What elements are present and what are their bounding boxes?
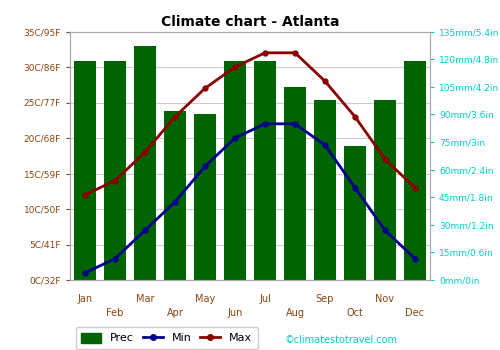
Bar <box>164 111 186 280</box>
Text: Oct: Oct <box>346 308 364 318</box>
Bar <box>224 61 246 280</box>
Bar <box>374 100 396 280</box>
Bar <box>344 146 366 280</box>
Bar <box>104 61 126 280</box>
Bar <box>194 114 216 280</box>
Bar <box>404 61 426 280</box>
Title: Climate chart - Atlanta: Climate chart - Atlanta <box>161 15 339 29</box>
Text: Feb: Feb <box>106 308 124 318</box>
Text: Sep: Sep <box>316 294 334 304</box>
Bar <box>314 100 336 280</box>
Bar <box>134 46 156 280</box>
Text: Nov: Nov <box>376 294 394 304</box>
Text: Apr: Apr <box>166 308 184 318</box>
Text: May: May <box>195 294 215 304</box>
Text: ©climatestotravel.com: ©climatestotravel.com <box>285 335 398 345</box>
Text: Jun: Jun <box>228 308 242 318</box>
Bar <box>74 61 96 280</box>
Bar <box>254 61 276 280</box>
Legend: Prec, Min, Max: Prec, Min, Max <box>76 327 258 349</box>
Text: Jan: Jan <box>78 294 92 304</box>
Text: Mar: Mar <box>136 294 154 304</box>
Text: Dec: Dec <box>406 308 424 318</box>
Bar <box>284 87 306 280</box>
Text: Jul: Jul <box>259 294 271 304</box>
Text: Aug: Aug <box>286 308 304 318</box>
